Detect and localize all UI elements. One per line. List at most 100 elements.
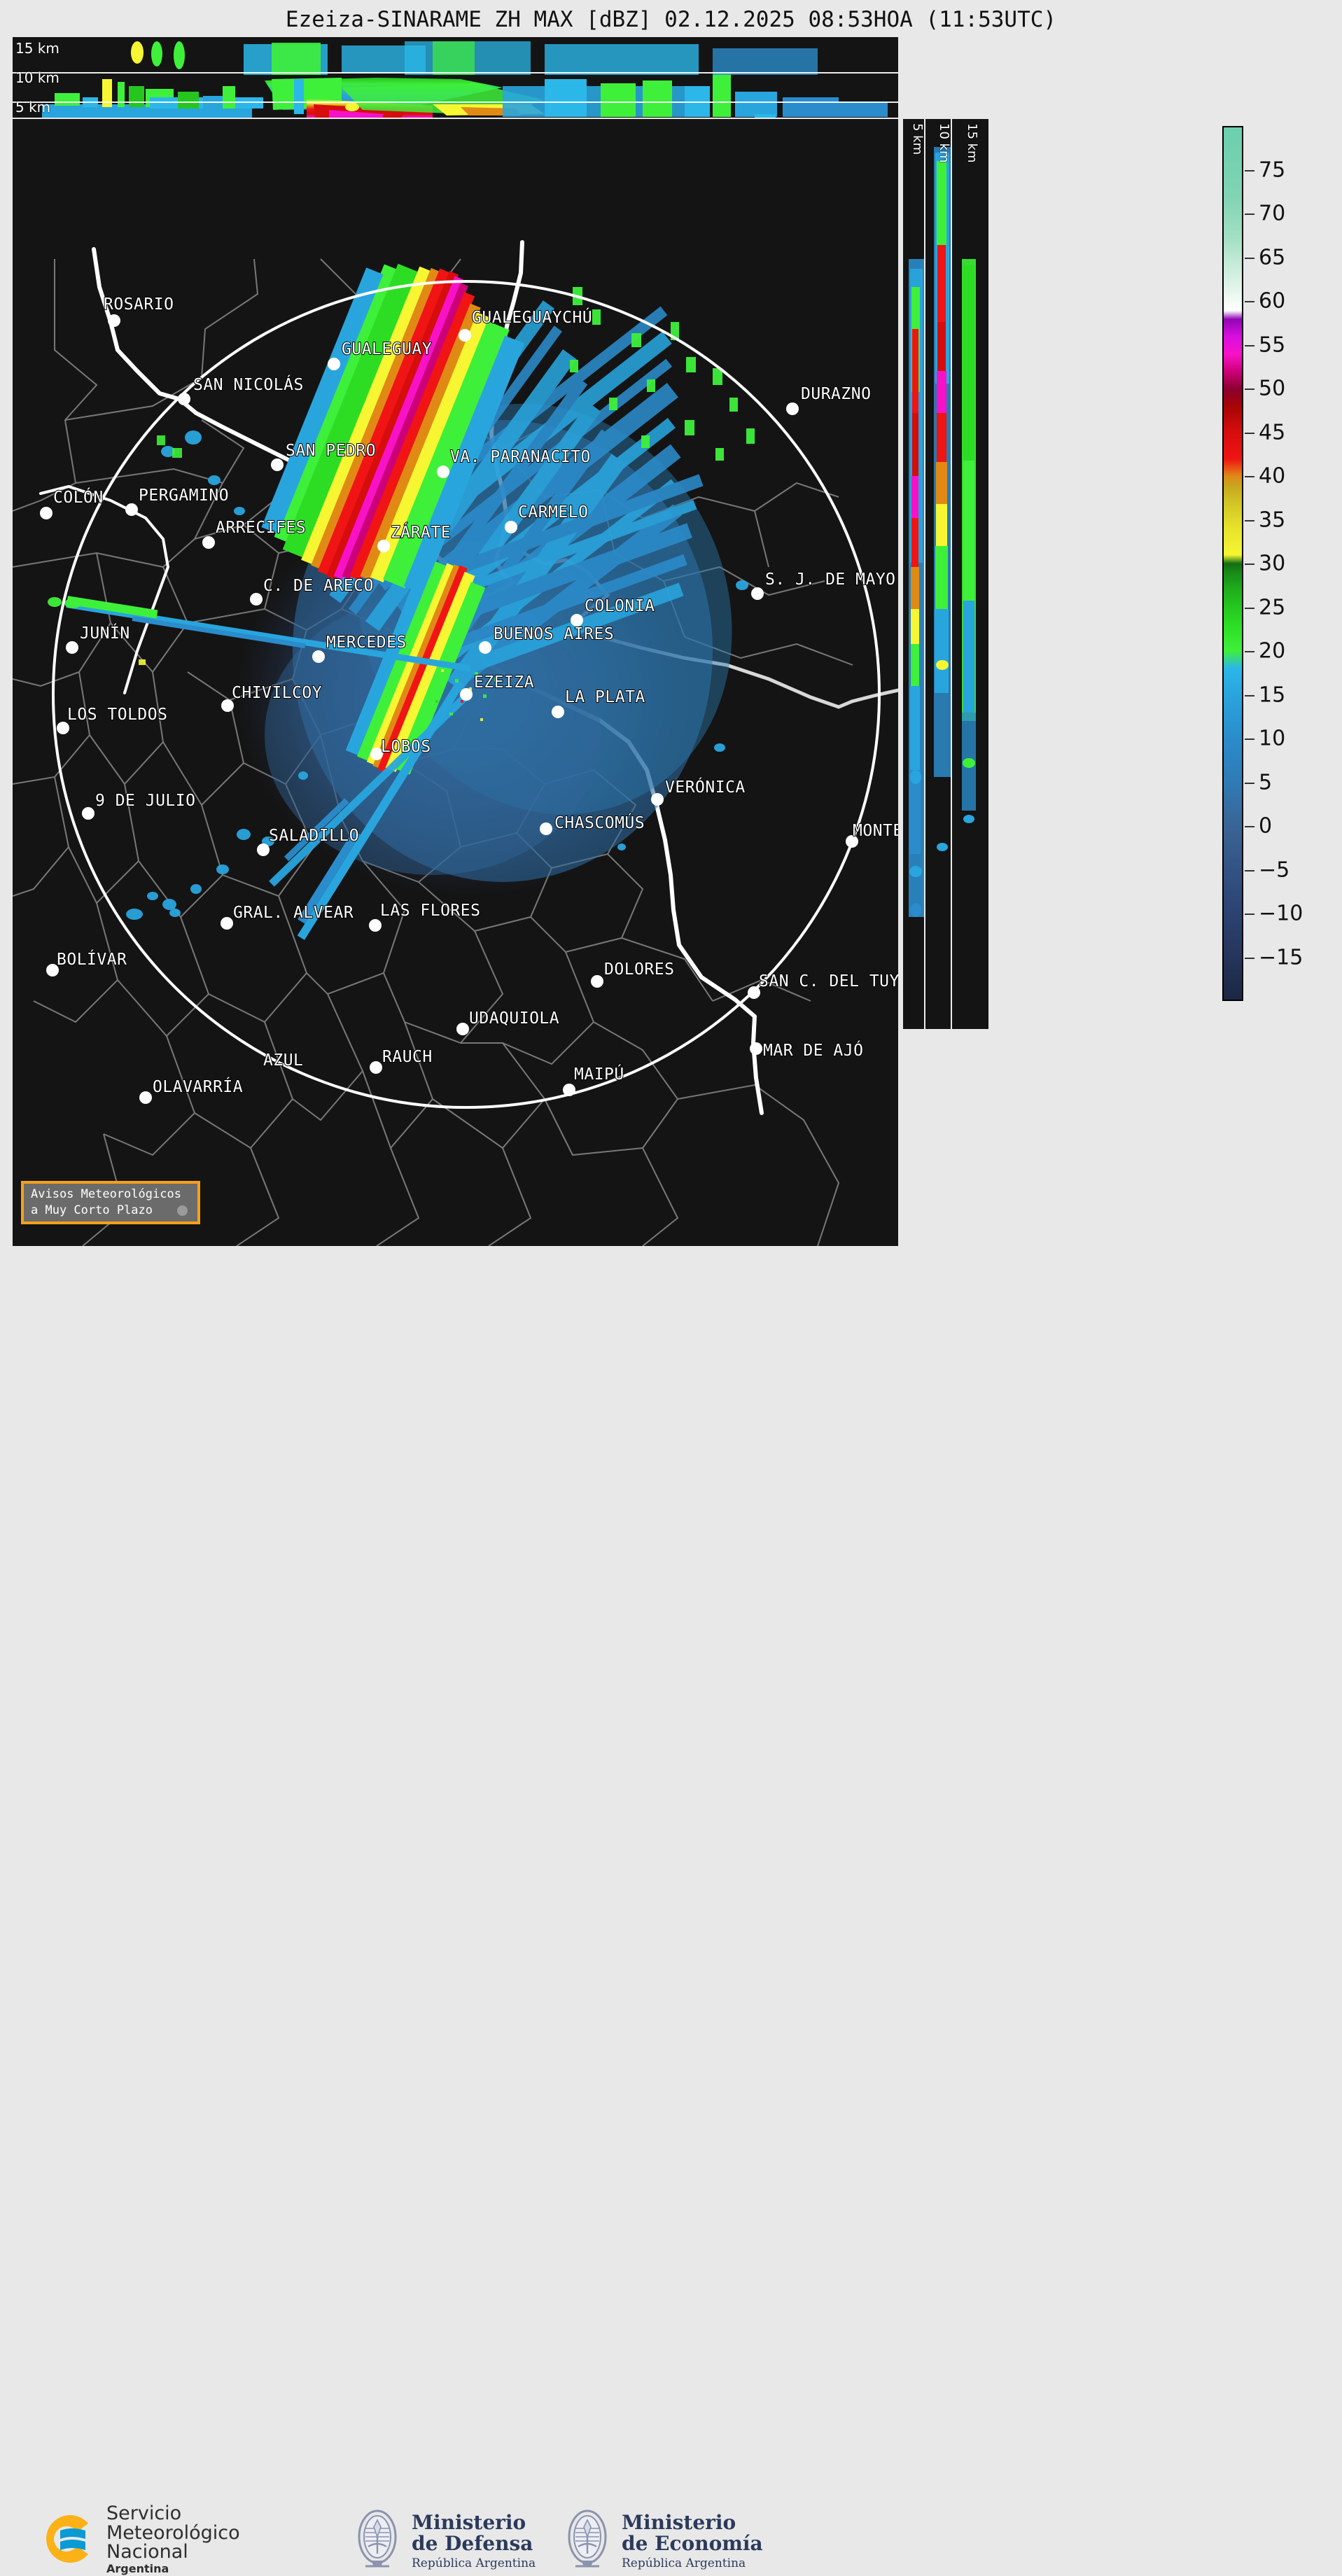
- warning-indicator-dot: [177, 1205, 188, 1216]
- city-label: JUNÍN: [80, 623, 130, 643]
- city-label: MONTEV: [853, 822, 898, 840]
- city-marker: MONTEV: [846, 821, 898, 848]
- cross-section-right: 5 km 10 km 15 km: [903, 119, 988, 1029]
- city-dot: [40, 507, 53, 519]
- colorbar-tick-label: −5: [1259, 858, 1290, 882]
- city-dot: [437, 465, 449, 478]
- colorbar-tick-label: 0: [1259, 813, 1273, 839]
- city-marker: S. J. DE MAYO: [751, 570, 896, 600]
- colorbar-tick: [1245, 957, 1254, 959]
- colorbar-tick-label: 5: [1259, 770, 1273, 794]
- city-dot: [846, 835, 858, 848]
- argentina-coat-of-arms-icon: [350, 2506, 405, 2576]
- city-label: LOS TOLDOS: [67, 706, 167, 724]
- warning-line-2: a Muy Corto Plazo: [31, 1203, 153, 1217]
- city-label: AZUL: [263, 1051, 303, 1070]
- status-badge[interactable]: Avisos Meteorológicos a Muy Corto Plazo: [21, 1181, 200, 1224]
- city-label: OLAVARRÍA: [153, 1077, 243, 1096]
- radar-map[interactable]: ROSARIO GUALEGUAYCHÚ GUALEGUAY SAN NICOLÁS D…: [13, 119, 898, 1246]
- colorbar-tick-label: 60: [1259, 288, 1286, 314]
- colorbar-tick: [1245, 519, 1254, 522]
- cross-section-top-plot: [13, 37, 898, 118]
- warning-line-1: Avisos Meteorológicos: [31, 1187, 181, 1202]
- city-label: C. DE ARECO: [263, 577, 374, 595]
- city-marker: MERCEDES: [312, 633, 407, 663]
- city-label: S. J. DE MAYO: [765, 570, 896, 589]
- city-marker: MAR DE AJÓ: [750, 1040, 864, 1060]
- city-marker: SALADILLO: [257, 826, 360, 856]
- colorbar-tick: [1245, 301, 1254, 302]
- smn-line-2: Meteorológico: [106, 2521, 240, 2544]
- city-dot: [202, 536, 215, 549]
- city-dot: [786, 402, 799, 415]
- city-marker: DURAZNO: [786, 384, 872, 415]
- city-marker: GUALEGUAYCHÚ: [459, 307, 593, 342]
- city-marker: LOS TOLDOS: [57, 705, 168, 734]
- city-dot: [370, 748, 383, 760]
- colorbar-tick-label: 50: [1259, 376, 1286, 401]
- city-label: SAN PEDRO: [286, 442, 376, 460]
- city-label: COLÓN: [53, 487, 104, 507]
- city-marker: UDAQUIOLA: [456, 1009, 560, 1035]
- city-label: PERGAMINO: [139, 486, 229, 505]
- colorbar-tick: [1245, 169, 1254, 172]
- city-label: MERCEDES: [326, 634, 407, 652]
- city-dot: [312, 650, 325, 663]
- city-dot: [651, 793, 664, 806]
- logo-ministerio-defensa: Ministerio de Defensa República Argentin…: [350, 2506, 536, 2576]
- colorbar-tick-label: 20: [1259, 638, 1286, 664]
- city-dot: [221, 699, 234, 712]
- city-label: 9 DE JULIO: [95, 792, 195, 810]
- colorbar-tick: [1245, 913, 1254, 915]
- city-marker: VA. PARANACITO: [437, 447, 591, 478]
- xsec-right-grid-5km: [924, 119, 925, 1029]
- ministerio-economia-text: Ministerio de Economía República Argenti…: [622, 2512, 763, 2570]
- city-dot: [271, 458, 284, 471]
- city-marker: SAN C. DEL TUYÚ: [748, 970, 898, 999]
- city-dot: [108, 314, 120, 327]
- colorbar-tick: [1245, 782, 1254, 784]
- city-marker: COLONIA: [571, 596, 655, 626]
- colorbar-tick-label: 30: [1259, 551, 1286, 576]
- economia-line-1: Ministerio: [622, 2511, 736, 2535]
- colorbar-tick-label: 25: [1259, 595, 1286, 620]
- city-label: CHIVILCOY: [232, 684, 322, 702]
- city-marker: COLÓN: [40, 486, 104, 519]
- city-marker: 9 DE JULIO: [82, 791, 196, 820]
- xsec-label-15km: 15 km: [15, 40, 60, 57]
- colorbar: 75 70 65 60 55 50 45 40 35 30 25 20 15 10 5 0 −5 −10 −15: [1222, 126, 1327, 1001]
- economia-line-3: República Argentina: [622, 2556, 746, 2570]
- city-dot: [328, 358, 340, 370]
- smn-line-1: Servicio: [106, 2502, 182, 2524]
- colorbar-gradient: [1222, 126, 1243, 1001]
- city-dot: [751, 587, 764, 600]
- footer: Servicio Meteorológico Nacional Argentin…: [0, 1246, 1342, 2574]
- city-marker: DOLORES: [591, 960, 675, 988]
- colorbar-tick-label: 15: [1259, 682, 1286, 707]
- city-dot: [552, 706, 564, 718]
- city-dot: [563, 1084, 575, 1096]
- city-dot: [571, 614, 583, 626]
- city-dot: [125, 503, 138, 516]
- city-dot: [377, 540, 390, 552]
- city-marker: LOBOS: [370, 737, 431, 760]
- city-label: BUENOS AIRES: [494, 625, 614, 643]
- colorbar-tick-label: 75: [1259, 158, 1286, 182]
- xsec-label-10km: 10 km: [15, 69, 60, 86]
- city-dot: [178, 393, 190, 405]
- city-marker: MAIPÚ: [563, 1063, 624, 1096]
- colorbar-tick: [1245, 564, 1254, 565]
- city-dot: [750, 1042, 762, 1055]
- city-marker: ARRECIFES: [202, 518, 307, 549]
- city-dot: [591, 975, 603, 988]
- city-label: UDAQUIOLA: [469, 1009, 559, 1028]
- city-marker: CHASCOMÚS: [540, 812, 645, 835]
- city-marker: PERGAMINO: [125, 486, 230, 516]
- colorbar-tick: [1245, 826, 1254, 827]
- city-label: MAIPÚ: [574, 1064, 624, 1084]
- colorbar-tick: [1245, 651, 1254, 652]
- colorbar-tick-label: 70: [1259, 201, 1286, 226]
- city-marker: SAN PEDRO: [271, 441, 377, 471]
- city-dot: [369, 919, 382, 932]
- city-marker: VERÓNICA: [651, 776, 746, 806]
